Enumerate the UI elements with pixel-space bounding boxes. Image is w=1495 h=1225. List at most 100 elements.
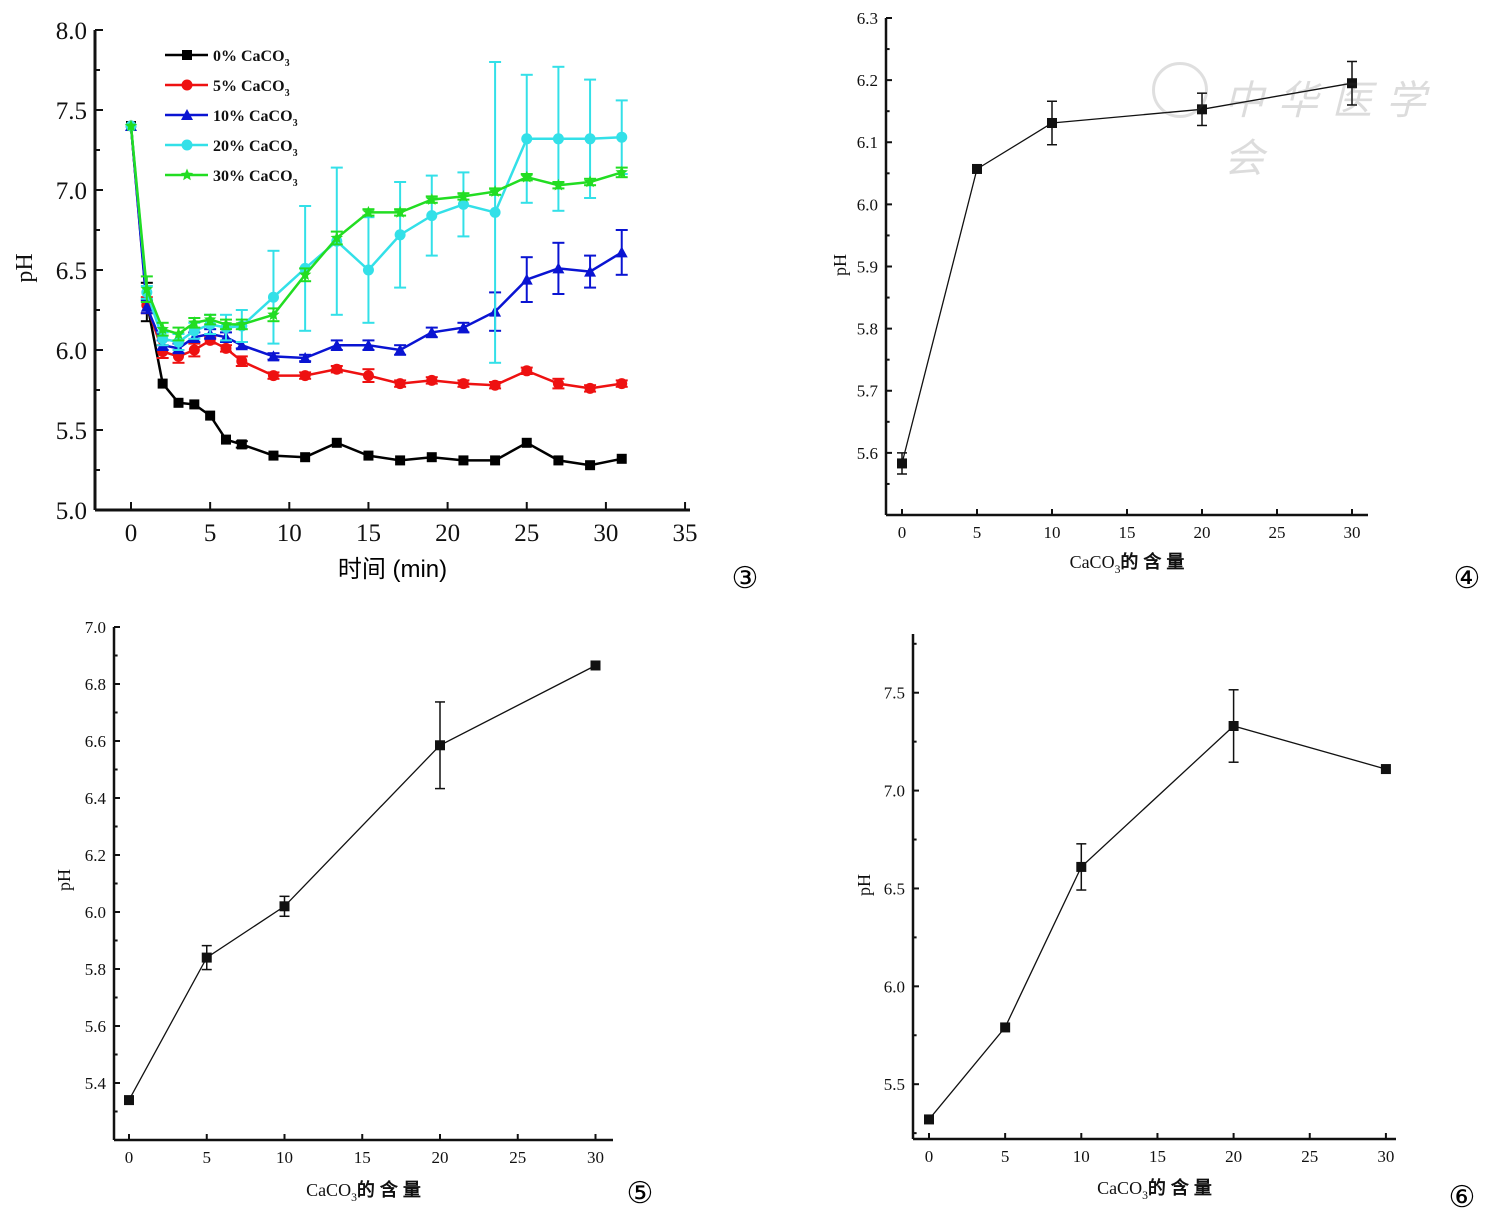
data-point xyxy=(394,229,406,241)
data-point xyxy=(426,210,438,222)
series-line xyxy=(129,125,622,390)
data-point xyxy=(279,901,290,912)
x-axis-title-main: CaCO xyxy=(306,1180,351,1200)
data-point xyxy=(140,282,153,295)
data-point xyxy=(299,352,312,363)
data-point xyxy=(552,133,564,145)
y-axis-title: pH xyxy=(54,869,74,891)
y-tick-label: 5.8 xyxy=(85,960,106,979)
legend-label: 30% CaCO3 xyxy=(213,168,298,189)
series-line xyxy=(129,125,622,467)
series-line xyxy=(129,125,622,344)
x-tick-label: 30 xyxy=(593,520,618,547)
y-tick-label: 6.6 xyxy=(85,732,106,751)
data-point xyxy=(1197,104,1207,115)
data-point xyxy=(362,205,375,218)
data-point xyxy=(590,660,601,671)
chart-fig5: 5.4 5.6 5.8 6.0 6.2 6.4 6.6 6.8 7.0 0 5 10 15 20 25 30 p… xyxy=(54,618,653,1210)
data-point xyxy=(236,439,247,450)
legend-label-subscript: 3 xyxy=(285,88,290,99)
x-tick-label: 10 xyxy=(277,520,302,547)
legend-swatch-marker xyxy=(181,109,193,120)
series-line xyxy=(901,82,1353,464)
data-point xyxy=(520,273,533,285)
x-tick-label: 5 xyxy=(1001,1147,1010,1166)
y-tick-label: 6.5 xyxy=(884,879,905,898)
y-tick-label: 6.0 xyxy=(884,977,905,996)
x-tick-label: 0 xyxy=(125,520,138,547)
y-tick-label: 5.4 xyxy=(85,1074,107,1093)
data-point xyxy=(298,268,312,281)
y-tick-label: 6.3 xyxy=(857,9,878,28)
series-ph xyxy=(924,689,1391,1125)
x-tick-label: 20 xyxy=(432,1148,449,1167)
x-tick-label: 5 xyxy=(203,1148,212,1167)
series-line xyxy=(928,725,1387,1120)
data-point xyxy=(425,193,438,205)
panel-label: ⑤ xyxy=(627,1177,654,1210)
y-tick-label: 6.0 xyxy=(85,903,106,922)
data-point xyxy=(616,131,628,143)
legend-swatch-marker xyxy=(180,168,194,181)
x-axis-title-subscript: 3 xyxy=(1115,563,1121,576)
data-point xyxy=(220,434,231,445)
data-point xyxy=(1228,720,1239,731)
x-tick-label: 30 xyxy=(587,1148,604,1167)
data-point xyxy=(189,399,200,410)
x-tick-label: 15 xyxy=(356,520,381,547)
x-tick-label: 10 xyxy=(1044,523,1061,542)
data-point xyxy=(395,455,406,466)
data-point xyxy=(204,313,217,325)
data-point xyxy=(553,455,564,466)
data-point xyxy=(552,262,565,274)
y-tick-label: 7.5 xyxy=(884,684,905,703)
y-tick-label: 5.6 xyxy=(857,444,878,463)
data-point xyxy=(124,119,138,132)
y-tick-label: 8.0 xyxy=(56,18,87,45)
data-point xyxy=(330,339,343,351)
legend-label: 5% CaCO3 xyxy=(213,78,290,99)
data-point xyxy=(426,374,438,386)
x-tick-label: 10 xyxy=(1073,1147,1090,1166)
x-tick-label: 10 xyxy=(276,1148,293,1167)
data-point xyxy=(235,317,248,330)
data-point xyxy=(362,339,375,351)
data-point xyxy=(457,189,470,202)
data-point xyxy=(897,458,907,469)
legend-label-main: 10% CaCO xyxy=(213,108,293,125)
x-axis-title: CaCO3的 含 量 xyxy=(306,1179,421,1204)
data-point xyxy=(267,291,279,303)
data-point xyxy=(331,363,343,375)
data-point xyxy=(552,178,565,191)
x-axis-title-main: CaCO xyxy=(1070,552,1115,572)
y-tick-label: 6.0 xyxy=(56,338,87,365)
legend-label-main: 0% CaCO xyxy=(213,48,285,65)
x-tick-label: 0 xyxy=(125,1148,134,1167)
x-axis-title-rest: 的 含 量 xyxy=(1120,551,1184,572)
y-tick-label: 5.8 xyxy=(857,320,878,339)
x-tick-label: 20 xyxy=(1225,1147,1242,1166)
y-tick-label: 6.2 xyxy=(85,846,106,865)
data-point xyxy=(615,165,628,178)
y-axis-title: pH xyxy=(830,254,850,276)
data-point xyxy=(362,370,374,382)
legend-label: 20% CaCO3 xyxy=(213,138,298,159)
data-point xyxy=(362,264,374,276)
data-point xyxy=(521,133,533,145)
data-point xyxy=(173,397,184,408)
data-point xyxy=(520,170,533,183)
legend-swatch-marker xyxy=(181,79,193,91)
y-tick-label: 7.0 xyxy=(884,782,905,801)
data-point xyxy=(458,455,469,466)
data-point xyxy=(615,246,628,258)
x-tick-label: 15 xyxy=(1119,523,1136,542)
data-point xyxy=(188,316,201,329)
data-point xyxy=(124,1095,134,1106)
data-point xyxy=(219,317,233,330)
legend-label-subscript: 3 xyxy=(293,148,298,159)
legend-swatch-marker xyxy=(182,50,192,60)
data-point xyxy=(172,336,184,348)
y-axis-title: pH xyxy=(12,253,38,282)
y-tick-label: 5.5 xyxy=(884,1075,905,1094)
y-tick-label: 6.4 xyxy=(85,789,107,808)
